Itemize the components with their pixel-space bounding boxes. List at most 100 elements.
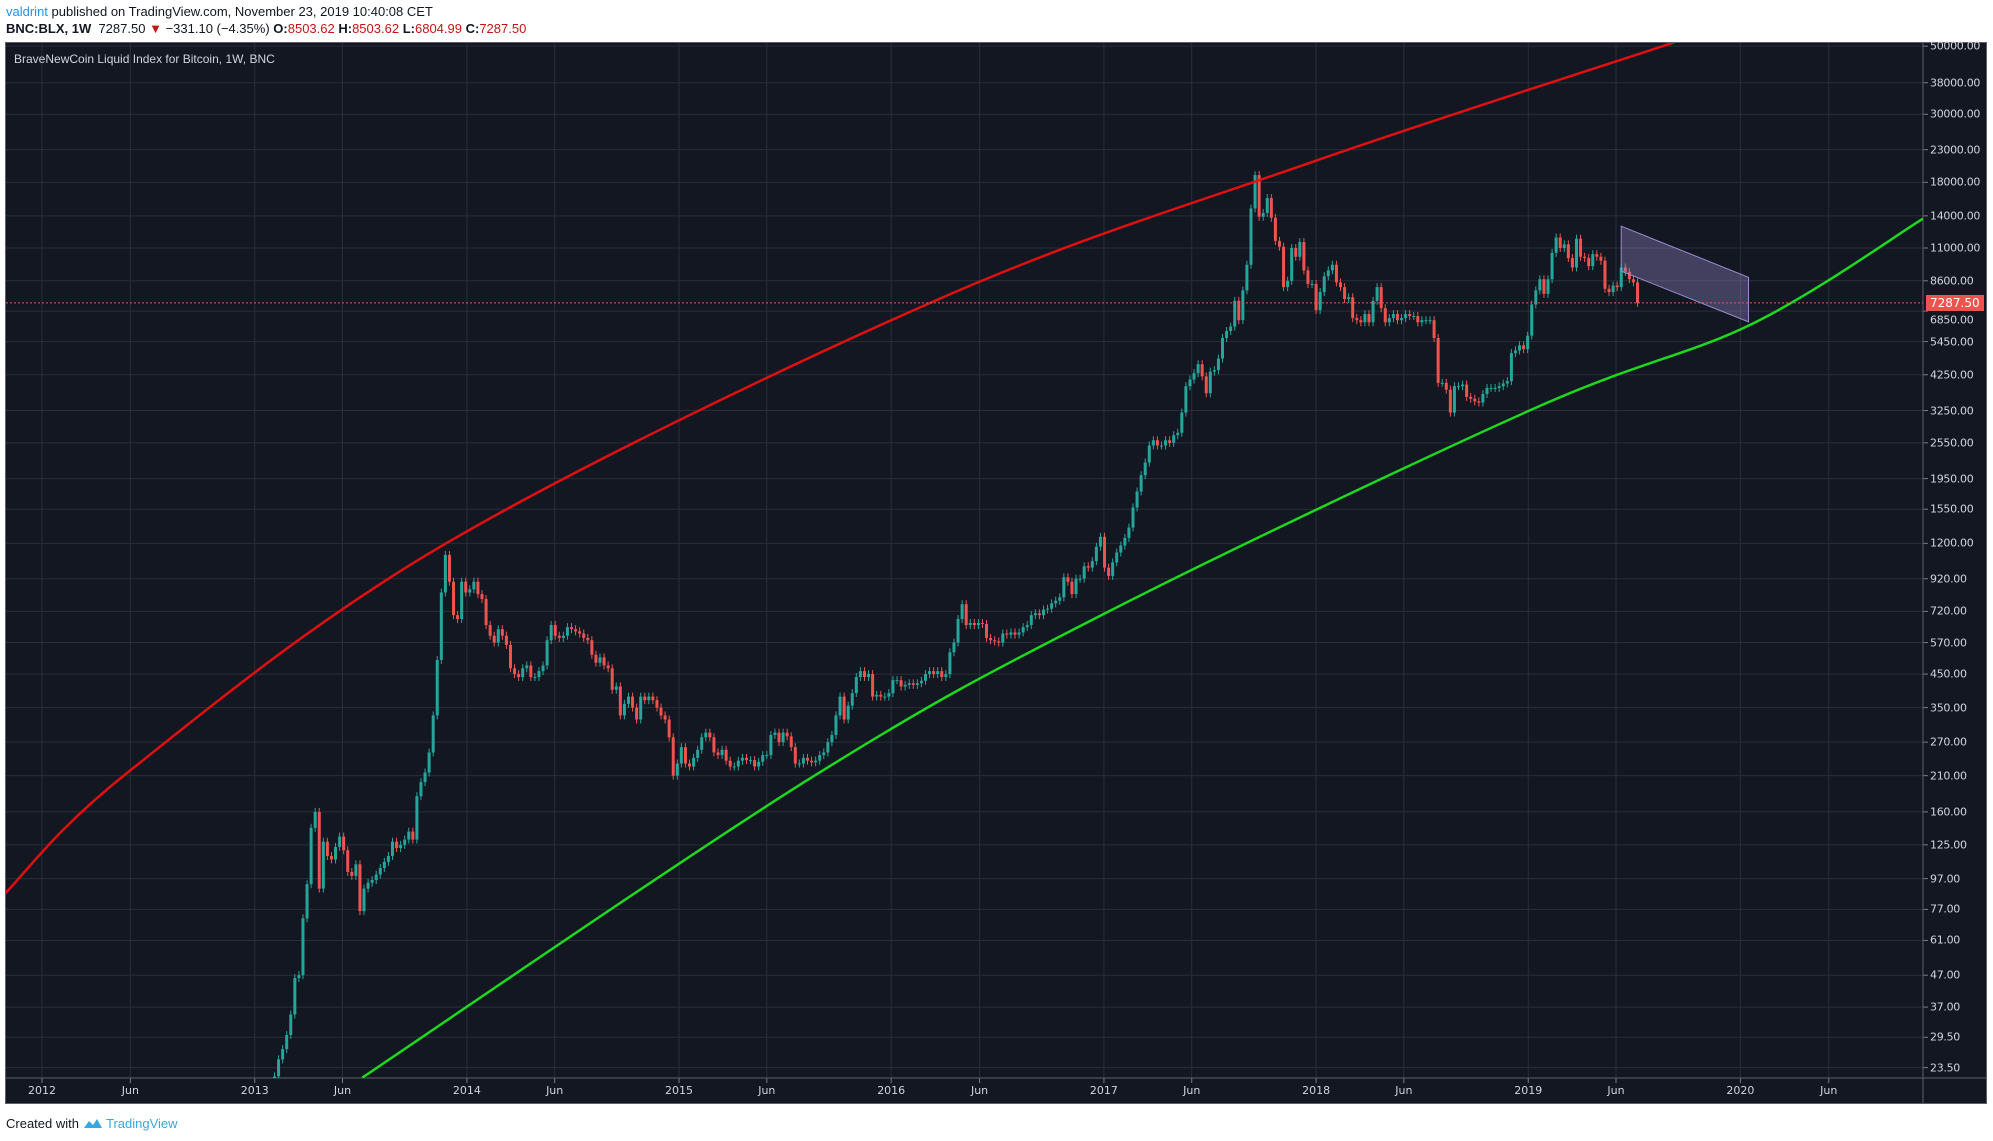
candle-body bbox=[358, 864, 362, 912]
candle-body bbox=[1400, 318, 1404, 321]
candle-body bbox=[1180, 412, 1184, 433]
candle-body bbox=[1257, 175, 1261, 217]
candle-body bbox=[651, 696, 655, 701]
candle-body bbox=[586, 637, 590, 641]
candle-body bbox=[842, 696, 846, 720]
candle-body bbox=[297, 975, 301, 979]
candle-body bbox=[1306, 270, 1310, 284]
candle-body bbox=[1050, 603, 1054, 609]
candle-body bbox=[716, 752, 720, 756]
candle-body bbox=[822, 752, 826, 756]
y-tick-label: 210.00 bbox=[1930, 769, 1967, 783]
candle-body bbox=[1029, 615, 1033, 626]
candle-body bbox=[492, 635, 496, 643]
candle-body bbox=[1587, 258, 1591, 267]
candle-body bbox=[610, 668, 614, 690]
candle-body bbox=[1379, 287, 1383, 309]
candle-body bbox=[289, 1014, 293, 1036]
x-tick-label: 2015 bbox=[665, 1084, 694, 1097]
candle-body bbox=[1404, 314, 1408, 319]
candle-body bbox=[1440, 382, 1444, 384]
resistance-curve[interactable] bbox=[5, 42, 1676, 895]
candle-body bbox=[1176, 432, 1180, 436]
descending-channel[interactable] bbox=[1620, 225, 1749, 323]
candle-body bbox=[1322, 276, 1326, 293]
candle-body bbox=[1139, 475, 1143, 492]
candle-body bbox=[1282, 246, 1286, 288]
candle-body bbox=[1526, 335, 1530, 350]
candle-body bbox=[427, 752, 431, 773]
y-tick-label: 270.00 bbox=[1930, 735, 1967, 749]
candle-body bbox=[285, 1035, 289, 1050]
candle-body bbox=[1241, 290, 1245, 321]
candle-body bbox=[968, 623, 972, 626]
candle-body bbox=[407, 831, 411, 840]
candle-body bbox=[1456, 386, 1460, 388]
candle-body bbox=[525, 665, 529, 669]
candle-body bbox=[749, 760, 753, 762]
candle-body bbox=[972, 623, 976, 626]
candle-body bbox=[944, 674, 948, 678]
candle-body bbox=[1310, 283, 1314, 285]
y-tick-label: 4250.00 bbox=[1930, 368, 1974, 382]
candle-body bbox=[818, 755, 822, 761]
tradingview-link[interactable]: TradingView bbox=[106, 1116, 178, 1131]
candle-body bbox=[1233, 300, 1237, 327]
candle-body bbox=[1204, 376, 1208, 394]
candle-body bbox=[456, 615, 460, 620]
candle-body bbox=[744, 757, 748, 761]
y-tick-label: 77.00 bbox=[1930, 902, 1960, 916]
y-tick-label: 23.50 bbox=[1930, 1061, 1960, 1075]
publish-info: valdrint published on TradingView.com, N… bbox=[6, 4, 433, 19]
y-tick-label: 125.00 bbox=[1930, 838, 1967, 852]
candle-body bbox=[346, 850, 350, 872]
triangle-down-icon: ▼ bbox=[149, 21, 162, 36]
y-tick-label: 38000.00 bbox=[1930, 76, 1981, 90]
high-value: 8503.62 bbox=[352, 21, 400, 36]
candle-body bbox=[1461, 384, 1465, 387]
candle-body bbox=[1623, 267, 1627, 272]
y-tick-label: 450.00 bbox=[1930, 667, 1967, 681]
y-tick-label: 160.00 bbox=[1930, 805, 1967, 819]
candle-body bbox=[895, 680, 899, 682]
candle-body bbox=[1302, 242, 1306, 271]
candle-body bbox=[736, 760, 740, 767]
candle-body bbox=[317, 811, 321, 889]
candle-body bbox=[594, 654, 598, 663]
candle-body bbox=[1530, 304, 1534, 336]
candle-body bbox=[883, 696, 887, 698]
candle-body bbox=[1546, 279, 1550, 294]
support-curve[interactable] bbox=[361, 217, 1923, 1078]
candle-body bbox=[350, 871, 354, 876]
candle-body bbox=[1098, 536, 1102, 547]
candle-body bbox=[1631, 279, 1635, 283]
candle-body bbox=[789, 736, 793, 748]
low-value: 6804.99 bbox=[414, 21, 462, 36]
candle-body bbox=[1143, 462, 1147, 476]
candle-body bbox=[631, 696, 635, 708]
x-tick-label: 2016 bbox=[877, 1084, 906, 1097]
candle-body bbox=[513, 668, 517, 675]
author-link[interactable]: valdrint bbox=[6, 4, 48, 19]
candle-body bbox=[549, 625, 553, 641]
candle-body bbox=[1225, 331, 1229, 338]
candle-body bbox=[622, 703, 626, 716]
published-text: published on TradingView.com, November 2… bbox=[51, 4, 433, 19]
candle-body bbox=[915, 683, 919, 685]
candle-body bbox=[1094, 546, 1098, 562]
candle-body bbox=[1550, 252, 1554, 280]
candle-body bbox=[1518, 345, 1522, 351]
last-price: 7287.50 bbox=[98, 21, 146, 36]
candle-body bbox=[862, 671, 866, 678]
tradingview-logo-icon bbox=[83, 1119, 102, 1128]
candle-body bbox=[936, 671, 940, 675]
candle-body bbox=[891, 680, 895, 694]
y-tick-label: 61.00 bbox=[1930, 933, 1960, 947]
candle-body bbox=[553, 625, 557, 636]
open-label: O: bbox=[273, 21, 288, 36]
candle-body bbox=[956, 619, 960, 643]
candle-body bbox=[1579, 238, 1583, 257]
chart-pane[interactable] bbox=[5, 42, 1987, 1104]
candle-body bbox=[517, 674, 521, 678]
